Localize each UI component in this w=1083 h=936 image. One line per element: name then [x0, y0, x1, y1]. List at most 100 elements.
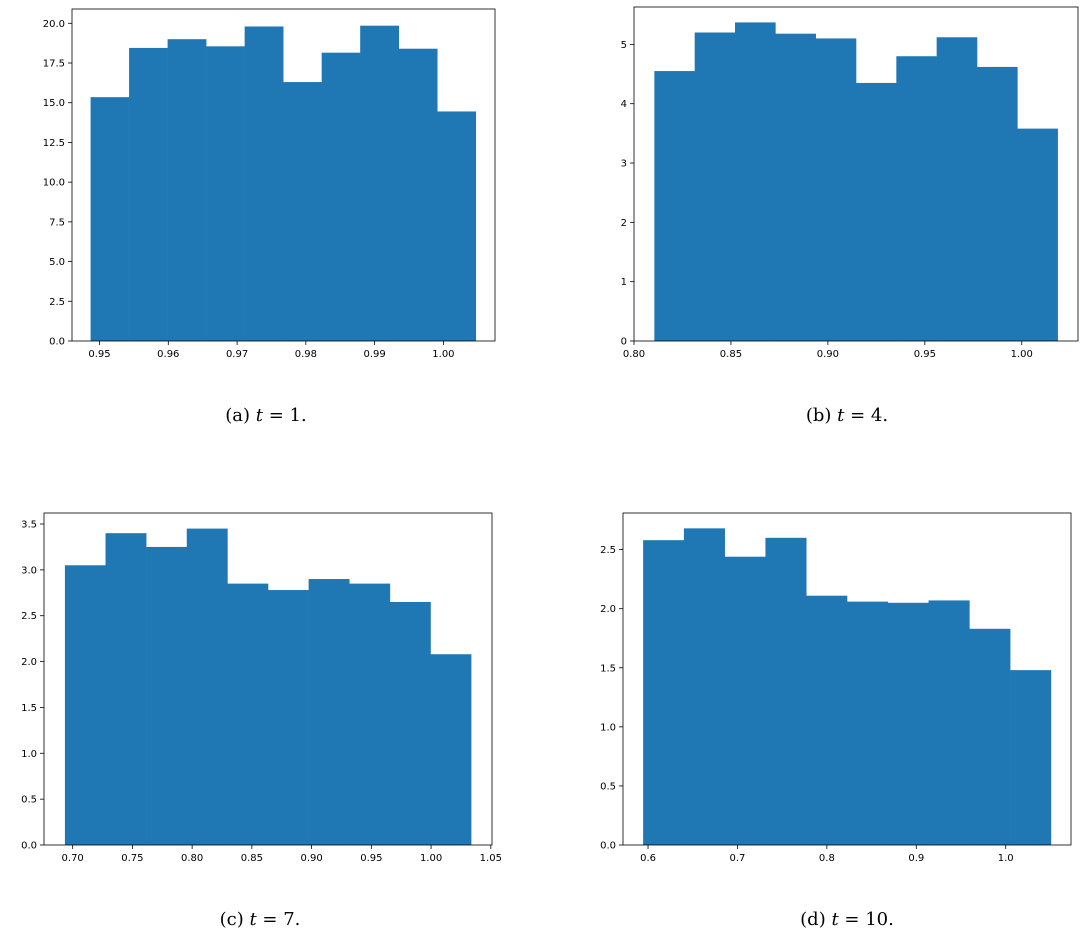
- histogram-panel-b: 0.80 0.85 0.90 0.95 1.00 0 1 2 3 4 5 (b) t = 4.: [621, 6, 1079, 426]
- x-tick-label: 0.85: [241, 853, 263, 864]
- histogram-bar: [936, 37, 978, 342]
- axes-frame: [633, 6, 1079, 342]
- x-tick-label: 1.05: [480, 853, 502, 864]
- y-tick-label: 3.0: [21, 565, 37, 576]
- panel-caption: (d) t = 10.: [800, 909, 894, 930]
- histogram-bar: [928, 600, 970, 845]
- histogram-bar: [856, 82, 897, 341]
- y-tick-label: 3.5: [21, 520, 37, 531]
- histogram-bar: [129, 47, 168, 341]
- caption-prefix: (d): [800, 909, 831, 930]
- caption-prefix: (c): [220, 909, 250, 930]
- panel-caption: (b) t = 4.: [806, 405, 888, 426]
- caption-prefix: (a): [225, 405, 256, 426]
- histogram-bar: [683, 528, 725, 845]
- x-tick-label: 0.96: [157, 349, 179, 360]
- caption-variable: t: [837, 405, 845, 426]
- caption-prefix: (b): [806, 405, 837, 426]
- histogram-bar: [430, 654, 472, 845]
- x-tick-label: 0.90: [300, 853, 322, 864]
- caption-variable: t: [249, 909, 257, 930]
- y-tick-label: 12.5: [43, 138, 65, 149]
- y-tick-label: 2.5: [600, 545, 616, 556]
- y-tick-label: 3: [621, 159, 627, 170]
- histogram-panel-d: 0.6 0.7 0.8 0.9 1.0 0.0 0.5 1.0 1.5 2.0 2.5 (d) t =…: [600, 512, 1072, 930]
- x-tick-label: 0.95: [914, 349, 936, 360]
- histogram-bar: [244, 26, 284, 341]
- x-tick-label: 0.95: [88, 349, 110, 360]
- axes-frame: [71, 8, 496, 342]
- caption-equation: = 4.: [844, 405, 888, 426]
- y-tick-label: 1.5: [600, 663, 616, 674]
- x-tick-label: 0.9: [908, 853, 924, 864]
- histogram-bar: [1017, 128, 1058, 341]
- y-tick-label: 4: [621, 99, 627, 110]
- y-tick-label: 2: [621, 218, 627, 229]
- histogram-bar: [167, 39, 207, 341]
- x-tick-label: 0.98: [295, 349, 317, 360]
- y-tick-label: 2.5: [21, 611, 37, 622]
- histogram-bar: [969, 628, 1011, 845]
- histogram-bar: [806, 595, 848, 845]
- y-tick-label: 15.0: [43, 98, 65, 109]
- x-tick-label: 0.75: [121, 853, 143, 864]
- histogram-bar: [360, 25, 400, 342]
- histogram-bar: [1010, 670, 1052, 845]
- histogram-bar: [654, 71, 695, 341]
- histogram-bar: [976, 66, 1018, 341]
- axes-frame: [622, 512, 1072, 846]
- histogram-bar: [735, 22, 776, 342]
- histogram-bar: [268, 590, 309, 845]
- histogram-bar: [896, 56, 937, 342]
- histogram-bar: [847, 601, 889, 845]
- x-tick-label: 0.80: [623, 349, 645, 360]
- histogram-bar: [349, 583, 391, 845]
- histogram-bar: [815, 38, 857, 342]
- y-tick-label: 0.0: [49, 337, 65, 348]
- x-tick-label: 1.00: [432, 349, 454, 360]
- histogram-bar: [887, 602, 929, 845]
- caption-variable: t: [831, 909, 839, 930]
- histogram-panel-a: 0.95 0.96 0.97 0.98 0.99 1.00 0.0 2.5 5.0 7.5 10.0…: [43, 8, 496, 426]
- histogram-bar: [283, 82, 322, 341]
- y-tick-label: 0.5: [600, 781, 616, 792]
- x-tick-label: 0.7: [730, 853, 746, 864]
- histogram-bar: [186, 528, 228, 845]
- histogram-bar: [64, 565, 106, 845]
- y-tick-label: 17.5: [43, 59, 65, 70]
- y-tick-label: 2.5: [49, 297, 65, 308]
- y-tick-label: 0: [621, 337, 627, 348]
- histogram-bar: [765, 537, 807, 845]
- histogram-bar: [437, 111, 477, 342]
- caption-variable: t: [256, 405, 264, 426]
- panel-caption: (c) t = 7.: [220, 909, 301, 930]
- histogram-bar: [724, 556, 766, 845]
- y-tick-label: 0.5: [21, 795, 37, 806]
- x-tick-label: 0.80: [181, 853, 203, 864]
- histogram-bar: [398, 48, 438, 341]
- caption-equation: = 7.: [257, 909, 301, 930]
- histogram-bar: [227, 583, 269, 845]
- histogram-bar: [389, 601, 431, 845]
- y-tick-label: 2.0: [600, 604, 616, 615]
- x-tick-label: 0.97: [226, 349, 248, 360]
- x-tick-label: 0.99: [364, 349, 386, 360]
- histogram-bar: [308, 579, 350, 845]
- histogram-panel-c: 0.70 0.75 0.80 0.85 0.90 0.95 1.00 1.05 0.0 0.5 1.…: [21, 512, 502, 930]
- histogram-bar: [206, 46, 245, 342]
- histogram-bar: [105, 533, 147, 845]
- y-tick-label: 5: [621, 40, 627, 51]
- y-tick-label: 1.0: [21, 749, 37, 760]
- x-tick-label: 1.0: [998, 853, 1014, 864]
- y-tick-label: 0.0: [21, 841, 37, 852]
- y-tick-label: 1.0: [600, 722, 616, 733]
- histogram-bar: [146, 546, 188, 845]
- histogram-bar: [90, 97, 130, 341]
- x-tick-label: 1.00: [420, 853, 442, 864]
- y-tick-label: 1.5: [21, 703, 37, 714]
- y-tick-label: 1: [621, 277, 627, 288]
- x-tick-label: 0.95: [360, 853, 382, 864]
- x-tick-label: 0.6: [640, 853, 656, 864]
- histogram-bar: [775, 33, 816, 342]
